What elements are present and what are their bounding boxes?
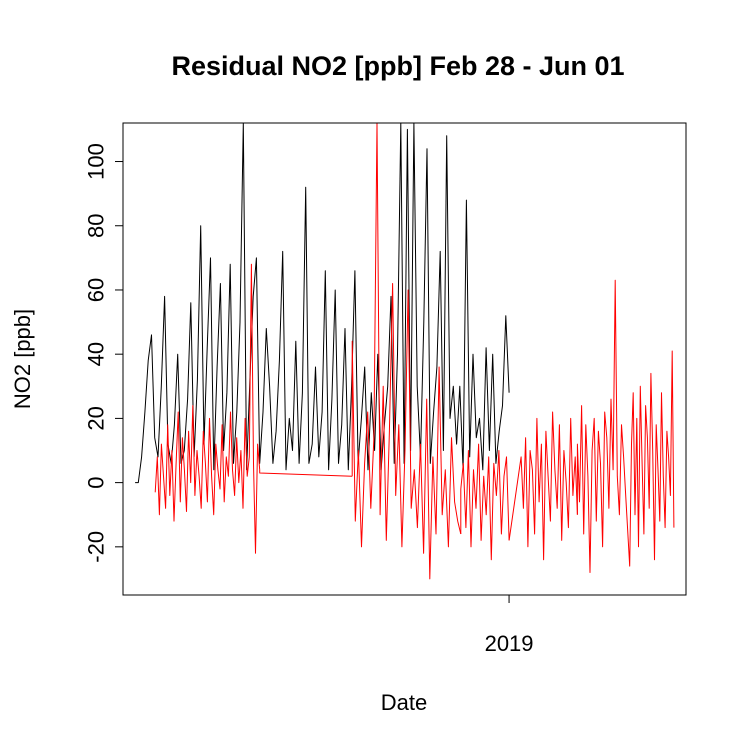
x-tick-label: 2019 xyxy=(485,631,534,656)
y-tick-label: 0 xyxy=(84,476,109,488)
series-line-segment xyxy=(351,123,462,580)
plot-area xyxy=(135,123,675,580)
y-axis-label: NO2 [ppb] xyxy=(10,309,35,409)
y-tick-label: -20 xyxy=(84,531,109,563)
y-tick-label: 20 xyxy=(84,406,109,430)
y-tick-label: 40 xyxy=(84,342,109,366)
y-tick-label: 100 xyxy=(84,143,109,180)
series-black xyxy=(135,123,510,484)
series-line-segment xyxy=(460,443,510,561)
series-line-segment xyxy=(259,469,353,477)
series-line-segment xyxy=(625,350,675,567)
x-axis: 2019 xyxy=(485,595,534,656)
series-red xyxy=(154,123,675,580)
y-tick-label: 80 xyxy=(84,214,109,238)
chart-title: Residual NO2 [ppb] Feb 28 - Jun 01 xyxy=(171,51,624,81)
series-line-segment xyxy=(508,411,578,561)
series-line-segment xyxy=(135,123,510,484)
y-axis: -20 0 20 40 60 80 100 xyxy=(84,143,124,563)
y-tick-label: 60 xyxy=(84,278,109,302)
series-line-segment xyxy=(154,263,261,554)
x-axis-label: Date xyxy=(381,690,427,715)
series-line-segment xyxy=(576,279,627,573)
